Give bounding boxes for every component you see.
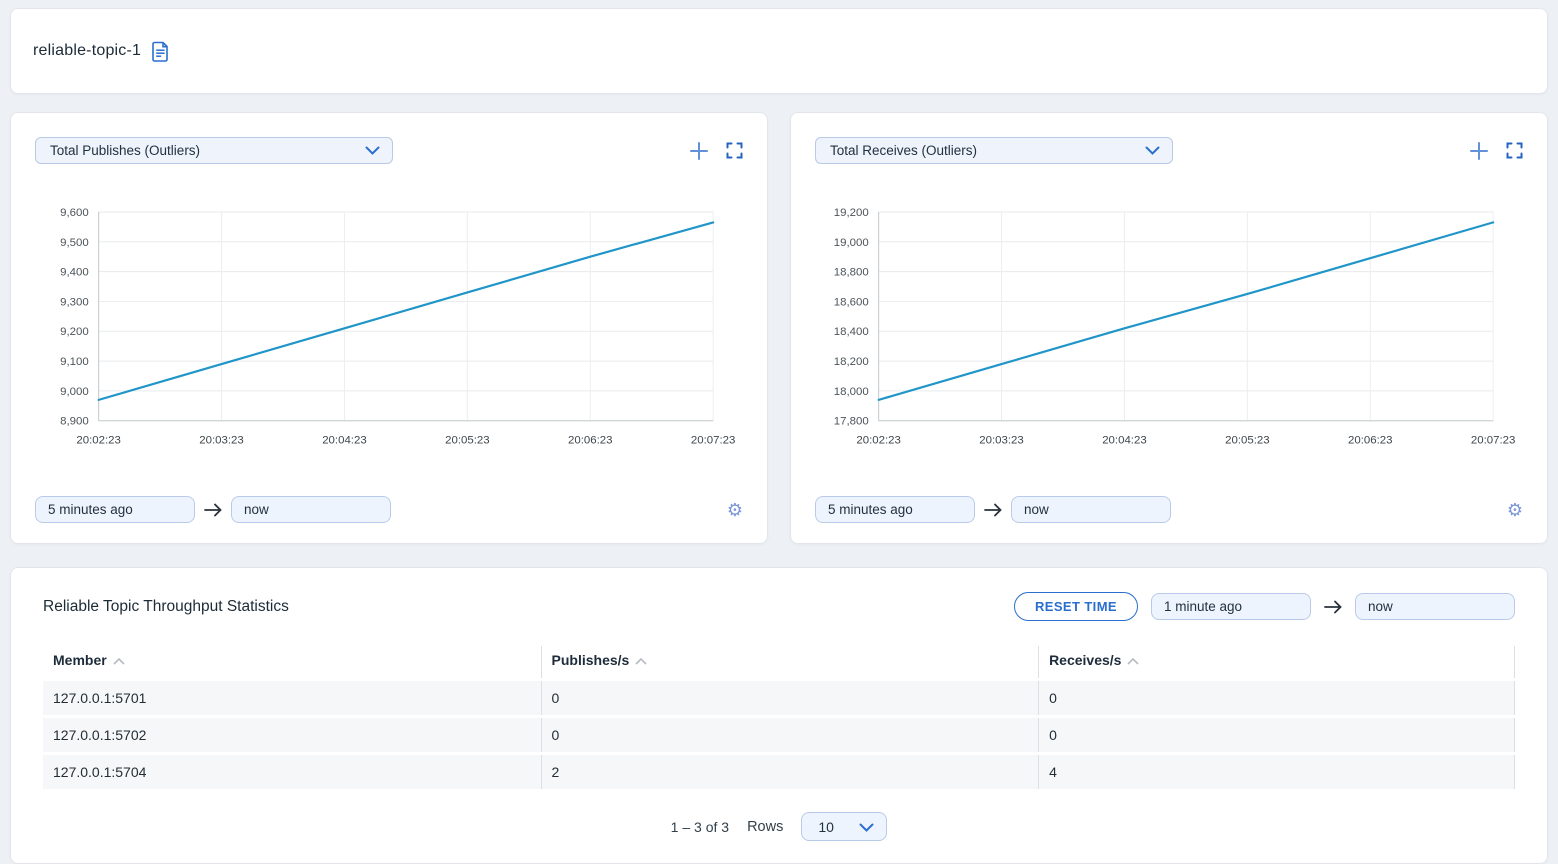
page-title: reliable-topic-1 (33, 42, 142, 59)
topic-header-card: reliable-topic-1 (10, 8, 1548, 94)
column-label: Receives/s (1049, 652, 1122, 668)
column-label: Publishes/s (551, 652, 630, 668)
svg-text:18,200: 18,200 (834, 356, 869, 368)
svg-text:19,200: 19,200 (834, 207, 869, 219)
svg-text:20:05:23: 20:05:23 (1225, 435, 1269, 447)
table-row: 127.0.0.1:5704 2 4 (43, 755, 1515, 789)
table-cell: 2 (540, 755, 1039, 789)
svg-text:9,400: 9,400 (60, 267, 89, 279)
time-from-input[interactable]: 5 minutes ago (815, 496, 975, 523)
time-from-value: 5 minutes ago (48, 502, 133, 517)
arrow-right-icon (204, 503, 222, 517)
table-cell: 0 (540, 718, 1039, 752)
svg-text:20:02:23: 20:02:23 (856, 435, 900, 447)
time-from-value: 5 minutes ago (828, 502, 913, 517)
table-cell: 127.0.0.1:5702 (43, 718, 541, 752)
svg-text:18,600: 18,600 (834, 296, 869, 308)
chart-panel-publishes: Total Publishes (Outliers) 8,900 9,000 9,1… (10, 112, 768, 544)
fullscreen-icon[interactable] (1506, 142, 1523, 159)
throughput-table: Member Publishes/s Receives/s 127.0.0.1:… (43, 643, 1515, 792)
metric-selector-label: Total Publishes (Outliers) (50, 143, 201, 158)
chevron-down-icon (365, 143, 380, 158)
sort-caret-icon (113, 652, 125, 668)
svg-text:19,000: 19,000 (834, 237, 869, 249)
svg-text:20:03:23: 20:03:23 (199, 435, 243, 447)
document-icon[interactable] (151, 41, 170, 62)
gear-icon[interactable]: ⚙ (726, 499, 743, 520)
svg-text:18,000: 18,000 (834, 386, 869, 398)
page-range: 1 – 3 of 3 (670, 818, 730, 835)
fullscreen-icon[interactable] (726, 142, 743, 159)
chevron-down-icon (1145, 143, 1160, 158)
charts-row: Total Publishes (Outliers) 8,900 9,000 9,1… (10, 112, 1548, 544)
svg-text:9,000: 9,000 (60, 386, 89, 398)
pagination: 1 – 3 of 3 Rows 10 (37, 804, 1521, 849)
metric-selector[interactable]: Total Publishes (Outliers) (35, 137, 393, 164)
column-label: Member (53, 652, 107, 668)
table-cell: 0 (540, 681, 1039, 715)
svg-text:20:05:23: 20:05:23 (445, 435, 489, 447)
svg-text:20:02:23: 20:02:23 (76, 435, 120, 447)
chevron-down-icon (859, 819, 874, 835)
table-row: 127.0.0.1:5702 0 0 (43, 718, 1515, 752)
table-cell: 0 (1038, 681, 1515, 715)
reset-time-button[interactable]: RESET TIME (1013, 592, 1138, 621)
rows-per-page-value: 10 (818, 818, 834, 835)
rows-per-page-select[interactable]: 10 (801, 812, 888, 841)
svg-text:9,300: 9,300 (60, 296, 89, 308)
table-time-from-input[interactable]: 1 minute ago (1151, 593, 1311, 620)
svg-text:17,800: 17,800 (834, 416, 869, 428)
svg-text:18,400: 18,400 (834, 326, 869, 338)
throughput-stats-card: Reliable Topic Throughput Statistics RES… (10, 567, 1548, 864)
add-chart-button[interactable] (689, 141, 709, 161)
table-body: 127.0.0.1:5701 0 0 127.0.0.1:5702 0 0 127.0.0.… (43, 681, 1515, 789)
svg-text:9,500: 9,500 (60, 237, 89, 249)
metric-selector[interactable]: Total Receives (Outliers) (815, 137, 1173, 164)
svg-text:18,800: 18,800 (834, 267, 869, 279)
sort-caret-icon (635, 652, 647, 668)
line-chart-publishes: 8,900 9,000 9,100 9,200 9,300 9,400 9,500 9,600… (35, 202, 743, 459)
rows-label: Rows (747, 818, 784, 835)
svg-text:20:03:23: 20:03:23 (979, 435, 1023, 447)
time-to-value: now (244, 502, 269, 517)
table-time-to-value: now (1368, 599, 1393, 614)
time-to-input[interactable]: now (231, 496, 391, 523)
svg-text:9,600: 9,600 (60, 207, 89, 219)
svg-text:20:04:23: 20:04:23 (1102, 435, 1146, 447)
svg-text:9,200: 9,200 (60, 326, 89, 338)
table-cell: 0 (1038, 718, 1515, 752)
table-time-to-input[interactable]: now (1355, 593, 1515, 620)
time-to-input[interactable]: now (1011, 496, 1171, 523)
table-cell: 127.0.0.1:5701 (43, 681, 541, 715)
add-chart-button[interactable] (1469, 141, 1489, 161)
svg-text:20:06:23: 20:06:23 (568, 435, 612, 447)
gear-icon[interactable]: ⚙ (1506, 499, 1523, 520)
column-header-publishes[interactable]: Publishes/s (540, 646, 1039, 678)
svg-text:20:06:23: 20:06:23 (1348, 435, 1392, 447)
table-row: 127.0.0.1:5701 0 0 (43, 681, 1515, 715)
svg-text:20:07:23: 20:07:23 (691, 435, 735, 447)
table-cell: 4 (1038, 755, 1515, 789)
column-header-member[interactable]: Member (43, 646, 541, 678)
sort-caret-icon (1127, 652, 1140, 668)
table-time-from-value: 1 minute ago (1164, 599, 1243, 614)
table-cell: 127.0.0.1:5704 (43, 755, 541, 789)
section-title: Reliable Topic Throughput Statistics (43, 597, 289, 615)
arrow-right-icon (984, 503, 1002, 517)
column-header-receives[interactable]: Receives/s (1038, 646, 1515, 678)
metric-selector-label: Total Receives (Outliers) (830, 143, 978, 158)
arrow-right-icon (1324, 600, 1342, 614)
svg-text:9,100: 9,100 (60, 356, 89, 368)
time-from-input[interactable]: 5 minutes ago (35, 496, 195, 523)
svg-text:20:04:23: 20:04:23 (322, 435, 366, 447)
time-to-value: now (1024, 502, 1049, 517)
svg-text:20:07:23: 20:07:23 (1471, 435, 1515, 447)
chart-panel-receives: Total Receives (Outliers) 17,800 18,000 18… (790, 112, 1548, 544)
svg-text:8,900: 8,900 (60, 416, 89, 428)
line-chart-receives: 17,800 18,000 18,200 18,400 18,600 18,800 19,0… (815, 202, 1523, 459)
